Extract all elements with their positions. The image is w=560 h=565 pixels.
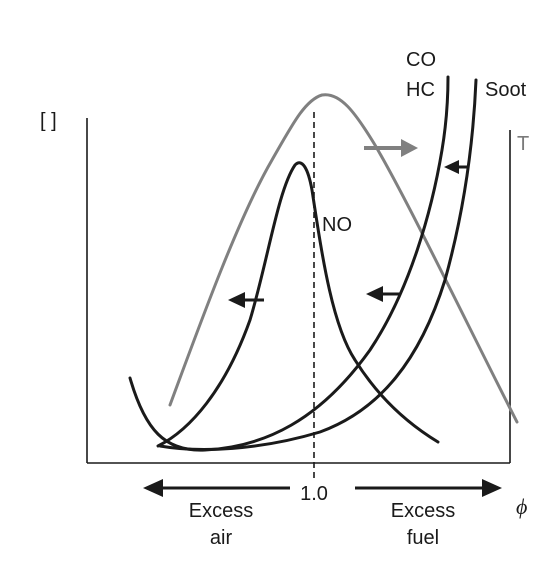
- y-axis-label: [ ]: [40, 110, 57, 132]
- excess-fuel-label-line1: Excess: [391, 500, 455, 522]
- soot-curve: [158, 78, 478, 451]
- excess-air-label-line2: air: [210, 527, 233, 549]
- excess-fuel-label-line2: fuel: [407, 527, 439, 549]
- co-label: CO: [406, 49, 436, 71]
- co-hc-shift-arrow: [366, 286, 401, 302]
- temperature-shift-arrow: [364, 139, 418, 157]
- co-hc-curve: [128, 75, 450, 452]
- no-shift-arrow: [228, 292, 264, 308]
- soot-label: Soot: [485, 79, 527, 101]
- temperature-label: T: [517, 133, 529, 155]
- soot-shift-arrow: [444, 160, 468, 174]
- temperature-curve: [168, 93, 519, 424]
- stoichiometric-tick-label: 1.0: [300, 483, 328, 505]
- excess-air-label-line1: Excess: [189, 500, 253, 522]
- equivalence-ratio-symbol: ϕ: [516, 494, 527, 519]
- hc-label: HC: [406, 79, 435, 101]
- excess-air-arrow: [143, 479, 290, 497]
- no-label: NO: [322, 214, 352, 236]
- excess-fuel-arrow: [355, 479, 502, 497]
